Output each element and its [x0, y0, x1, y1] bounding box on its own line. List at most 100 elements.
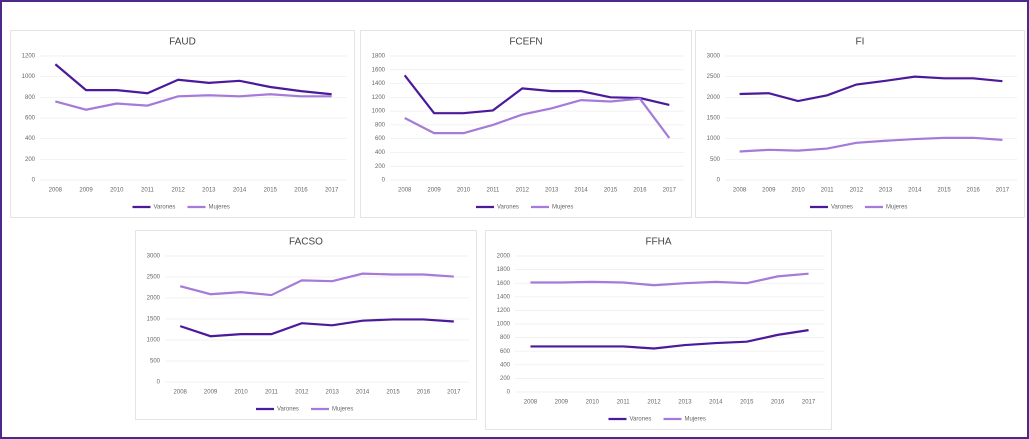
- y-tick-label: 1600: [372, 67, 386, 73]
- y-tick-label: 1800: [497, 267, 511, 273]
- x-tick-label: 2010: [791, 188, 805, 194]
- x-tick-label: 2010: [457, 188, 471, 194]
- y-tick-label: 1000: [707, 136, 721, 142]
- y-tick-label: 600: [375, 136, 386, 142]
- y-tick-label: 800: [500, 335, 511, 341]
- y-tick-label: 1400: [497, 294, 511, 300]
- x-tick-label: 2010: [586, 400, 600, 406]
- series-line: [530, 329, 809, 350]
- x-tick-label: 2017: [663, 188, 677, 194]
- x-tick-label: 2012: [647, 400, 661, 406]
- legend-label: Mujeres: [552, 205, 573, 211]
- x-tick-label: 2008: [49, 188, 63, 194]
- y-tick-label: 2500: [707, 74, 721, 80]
- x-tick-label: 2008: [174, 390, 188, 396]
- x-tick-label: 2011: [486, 188, 500, 194]
- x-tick-label: 2015: [264, 188, 278, 194]
- legend-label: Mujeres: [886, 205, 907, 211]
- chart-title: FCEFN: [509, 37, 542, 48]
- series-line: [179, 318, 454, 338]
- x-tick-label: 2011: [265, 390, 279, 396]
- legend-label: Mujeres: [685, 417, 706, 423]
- y-tick-label: 1400: [372, 81, 386, 87]
- y-tick-label: 200: [25, 157, 36, 163]
- y-tick-label: 0: [507, 390, 511, 396]
- chart: FI 0 500 1000 1500 2000 2500 3000 2008 2009 2010 20…: [695, 30, 1025, 218]
- series-line: [404, 97, 671, 139]
- y-tick-label: 1500: [707, 116, 721, 122]
- chart: FCEFN 0 200 400 600 800 1000 1200 1400 1600 1800 20…: [360, 30, 692, 218]
- x-tick-label: 2009: [762, 188, 776, 194]
- y-tick-label: 400: [25, 136, 36, 142]
- chart-frame: [695, 30, 1025, 218]
- series-line: [54, 63, 332, 96]
- y-tick-label: 200: [500, 376, 511, 382]
- x-tick-label: 2015: [386, 390, 400, 396]
- x-tick-label: 2010: [110, 188, 124, 194]
- x-tick-label: 2013: [879, 188, 893, 194]
- x-tick-label: 2012: [850, 188, 864, 194]
- x-tick-label: 2012: [295, 390, 309, 396]
- x-tick-label: 2013: [545, 188, 559, 194]
- x-tick-label: 2008: [733, 188, 747, 194]
- y-tick-label: 1000: [147, 338, 161, 344]
- series-line: [55, 93, 332, 111]
- y-tick-label: 1000: [497, 322, 511, 328]
- x-tick-label: 2010: [234, 390, 248, 396]
- x-tick-label: 2011: [617, 400, 631, 406]
- x-tick-label: 2011: [821, 188, 835, 194]
- x-tick-label: 2009: [555, 400, 569, 406]
- x-tick-label: 2012: [516, 188, 530, 194]
- x-tick-label: 2013: [678, 400, 692, 406]
- chart: FFHA 0 200 400 600 800 1000 1200 1400 1600 1800 200…: [485, 230, 832, 430]
- x-tick-label: 2015: [937, 188, 951, 194]
- series-line: [739, 136, 1003, 153]
- x-tick-label: 2014: [908, 188, 922, 194]
- x-tick-label: 2008: [524, 400, 538, 406]
- x-tick-label: 2014: [574, 188, 588, 194]
- y-tick-label: 0: [32, 178, 36, 184]
- x-tick-label: 2016: [633, 188, 647, 194]
- chart: FAUD 0 200 400 600 800 1000 1200 2008 2009 2010 201…: [10, 30, 355, 218]
- x-tick-label: 2015: [604, 188, 618, 194]
- legend-label: Varones: [630, 417, 652, 423]
- x-tick-label: 2012: [171, 188, 185, 194]
- x-tick-label: 2014: [709, 400, 723, 406]
- y-tick-label: 400: [500, 362, 511, 368]
- x-tick-label: 2008: [398, 188, 412, 194]
- y-tick-label: 1600: [497, 281, 511, 287]
- series-line: [739, 75, 1003, 103]
- y-tick-label: 1800: [372, 54, 386, 60]
- y-tick-label: 800: [25, 95, 36, 101]
- y-tick-label: 1200: [497, 308, 511, 314]
- series-line: [179, 272, 454, 297]
- y-tick-label: 1000: [22, 74, 36, 80]
- y-tick-label: 500: [150, 359, 161, 365]
- chart-frame: [485, 230, 832, 430]
- x-tick-label: 2014: [233, 188, 247, 194]
- x-tick-label: 2017: [447, 390, 461, 396]
- x-tick-label: 2013: [326, 390, 340, 396]
- y-tick-label: 1200: [372, 95, 386, 101]
- y-tick-label: 2000: [147, 296, 161, 302]
- chart-frame: [135, 230, 477, 420]
- x-tick-label: 2013: [202, 188, 216, 194]
- x-tick-label: 2016: [771, 400, 785, 406]
- chart-title: FI: [856, 37, 865, 48]
- chart-title: FFHA: [645, 237, 671, 248]
- legend-label: Mujeres: [332, 407, 353, 413]
- series-line: [403, 74, 670, 115]
- legend-label: Varones: [277, 407, 299, 413]
- y-tick-label: 2000: [707, 95, 721, 101]
- y-tick-label: 3000: [147, 254, 161, 260]
- x-tick-label: 2011: [141, 188, 155, 194]
- y-tick-label: 0: [382, 178, 386, 184]
- y-tick-label: 600: [500, 349, 511, 355]
- chart-title: FAUD: [169, 37, 196, 48]
- x-tick-label: 2016: [417, 390, 431, 396]
- x-tick-label: 2016: [294, 188, 308, 194]
- y-tick-label: 1200: [22, 54, 36, 60]
- legend-label: Varones: [831, 205, 853, 211]
- y-tick-label: 800: [375, 122, 386, 128]
